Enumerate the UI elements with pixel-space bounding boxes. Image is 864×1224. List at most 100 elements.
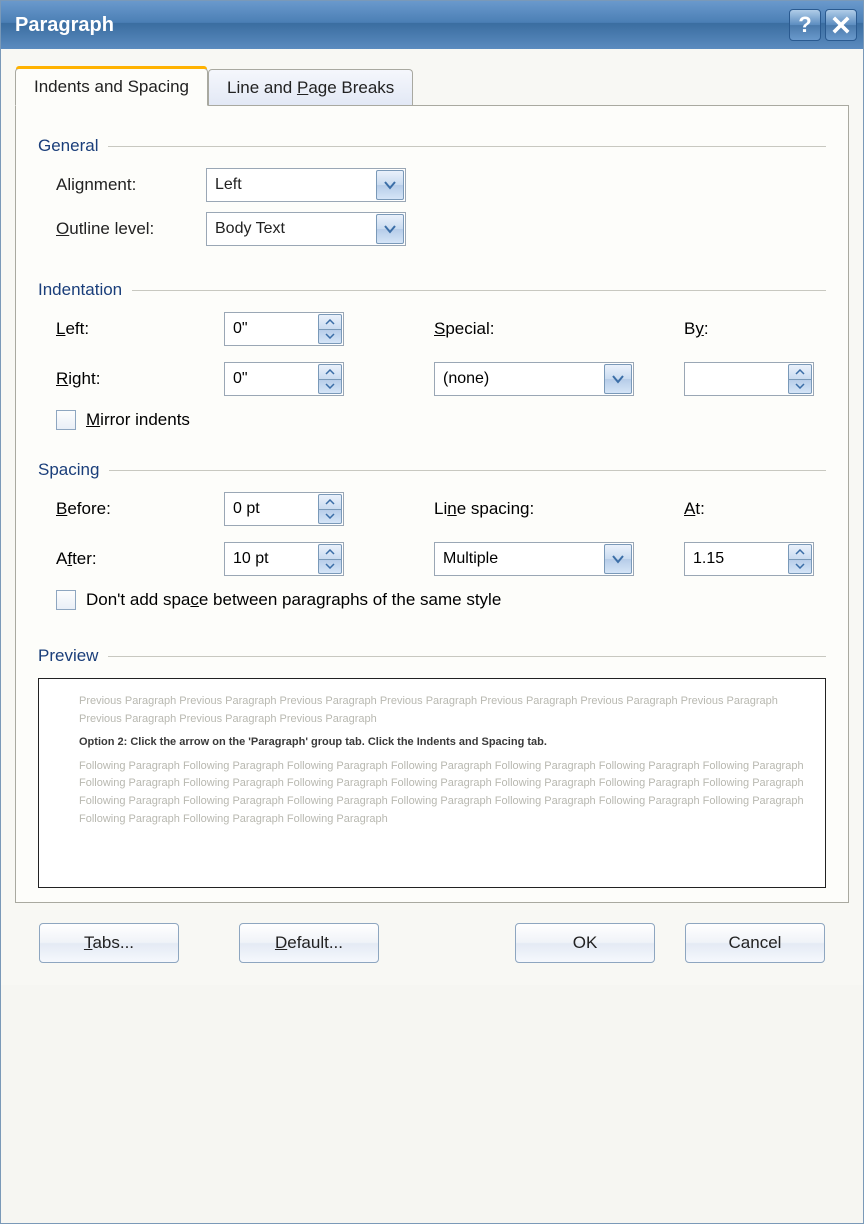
line-spacing-dropdown-button[interactable]	[604, 544, 632, 574]
after-label: After:	[56, 549, 224, 569]
outline-value: Body Text	[207, 220, 375, 238]
outline-combo[interactable]: Body Text	[206, 212, 406, 246]
line-spacing-combo[interactable]: Multiple	[434, 542, 634, 576]
at-spinner[interactable]: 1.15	[684, 542, 814, 576]
dont-add-space-label: Don't add space between paragraphs of th…	[86, 590, 501, 610]
section-preview-header: Preview	[38, 646, 826, 666]
alignment-combo[interactable]: Left	[206, 168, 406, 202]
alignment-label: Alignment:	[56, 175, 206, 195]
section-title: Preview	[38, 646, 98, 666]
before-value: 0 pt	[225, 500, 317, 518]
chevron-down-icon	[795, 563, 805, 569]
spinner-buttons[interactable]	[788, 544, 812, 574]
spin-up-button[interactable]	[319, 545, 341, 560]
alignment-value: Left	[207, 176, 375, 194]
indent-right-spinner[interactable]: 0"	[224, 362, 344, 396]
by-spinner[interactable]	[684, 362, 814, 396]
help-icon: ?	[798, 12, 811, 38]
chevron-down-icon	[383, 224, 397, 234]
chevron-up-icon	[325, 549, 335, 555]
spin-down-button[interactable]	[319, 560, 341, 574]
indentation-grid: Left: 0" Special: By: Right:	[56, 312, 826, 396]
indent-left-label: Left:	[56, 319, 224, 339]
chevron-up-icon	[325, 369, 335, 375]
section-indentation-header: Indentation	[38, 280, 826, 300]
spin-down-button[interactable]	[319, 510, 341, 524]
chevron-up-icon	[795, 549, 805, 555]
special-dropdown-button[interactable]	[604, 364, 632, 394]
dont-add-space-checkbox[interactable]	[56, 590, 76, 610]
tab-label: Indents and Spacing	[34, 77, 189, 96]
spin-up-button[interactable]	[319, 495, 341, 510]
chevron-up-icon	[325, 499, 335, 505]
spin-down-button[interactable]	[789, 380, 811, 394]
spin-down-button[interactable]	[319, 380, 341, 394]
after-spinner[interactable]: 10 pt	[224, 542, 344, 576]
preview-previous-text: Previous Paragraph Previous Paragraph Pr…	[79, 693, 805, 728]
tab-indents-spacing[interactable]: Indents and Spacing	[15, 68, 208, 106]
chevron-down-icon	[325, 383, 335, 389]
cancel-button[interactable]: Cancel	[685, 923, 825, 963]
spinner-buttons[interactable]	[318, 544, 342, 574]
tabs-button[interactable]: Tabs...	[39, 923, 179, 963]
indent-left-value: 0"	[225, 320, 317, 338]
outline-dropdown-button[interactable]	[376, 214, 404, 244]
ok-button[interactable]: OK	[515, 923, 655, 963]
section-divider	[108, 656, 826, 657]
tab-label: Line and Page Breaks	[227, 78, 394, 97]
spin-down-button[interactable]	[789, 560, 811, 574]
special-label: Special:	[434, 319, 644, 339]
tabstrip: Indents and Spacing Line and Page Breaks	[15, 67, 849, 105]
chevron-down-icon	[611, 374, 625, 384]
close-button[interactable]	[825, 9, 857, 41]
special-value: (none)	[435, 370, 603, 388]
spin-up-button[interactable]	[789, 365, 811, 380]
outline-row: Outline level: Body Text	[56, 212, 826, 246]
chevron-down-icon	[325, 333, 335, 339]
indent-left-spinner[interactable]: 0"	[224, 312, 344, 346]
titlebar-buttons: ?	[789, 9, 857, 41]
spacing-grid: Before: 0 pt Line spacing: At: After:	[56, 492, 826, 576]
outline-label: Outline level:	[56, 219, 206, 239]
tab-content: General Alignment: Left Outline level: B…	[15, 105, 849, 903]
titlebar: Paragraph ?	[1, 1, 863, 49]
chevron-down-icon	[383, 180, 397, 190]
spin-up-button[interactable]	[789, 545, 811, 560]
chevron-down-icon	[795, 383, 805, 389]
spin-down-button[interactable]	[319, 330, 341, 344]
dialog-body: Indents and Spacing Line and Page Breaks…	[1, 49, 863, 985]
preview-box: Previous Paragraph Previous Paragraph Pr…	[38, 678, 826, 888]
section-divider	[109, 470, 826, 471]
spinner-buttons[interactable]	[318, 364, 342, 394]
mirror-indents-row: Mirror indents	[56, 410, 826, 430]
spin-up-button[interactable]	[319, 365, 341, 380]
spin-up-button[interactable]	[319, 315, 341, 330]
preview-following-text: Following Paragraph Following Paragraph …	[79, 758, 805, 828]
help-button[interactable]: ?	[789, 9, 821, 41]
section-divider	[132, 290, 826, 291]
at-value: 1.15	[685, 550, 787, 568]
by-label: By:	[684, 319, 824, 339]
paragraph-dialog: Paragraph ? Indents and Spacing Line and…	[0, 0, 864, 1224]
alignment-row: Alignment: Left	[56, 168, 826, 202]
section-title: Indentation	[38, 280, 122, 300]
spinner-buttons[interactable]	[788, 364, 812, 394]
chevron-up-icon	[325, 319, 335, 325]
after-value: 10 pt	[225, 550, 317, 568]
default-button[interactable]: Default...	[239, 923, 379, 963]
before-label: Before:	[56, 499, 224, 519]
chevron-up-icon	[795, 369, 805, 375]
spinner-buttons[interactable]	[318, 494, 342, 524]
spinner-buttons[interactable]	[318, 314, 342, 344]
dialog-title: Paragraph	[15, 14, 114, 37]
line-spacing-value: Multiple	[435, 550, 603, 568]
dont-add-space-row: Don't add space between paragraphs of th…	[56, 590, 826, 610]
mirror-indents-label: Mirror indents	[86, 410, 190, 430]
section-general-header: General	[38, 136, 826, 156]
mirror-indents-checkbox[interactable]	[56, 410, 76, 430]
special-combo[interactable]: (none)	[434, 362, 634, 396]
alignment-dropdown-button[interactable]	[376, 170, 404, 200]
tab-line-page-breaks[interactable]: Line and Page Breaks	[208, 69, 413, 106]
before-spinner[interactable]: 0 pt	[224, 492, 344, 526]
line-spacing-label: Line spacing:	[434, 499, 644, 519]
